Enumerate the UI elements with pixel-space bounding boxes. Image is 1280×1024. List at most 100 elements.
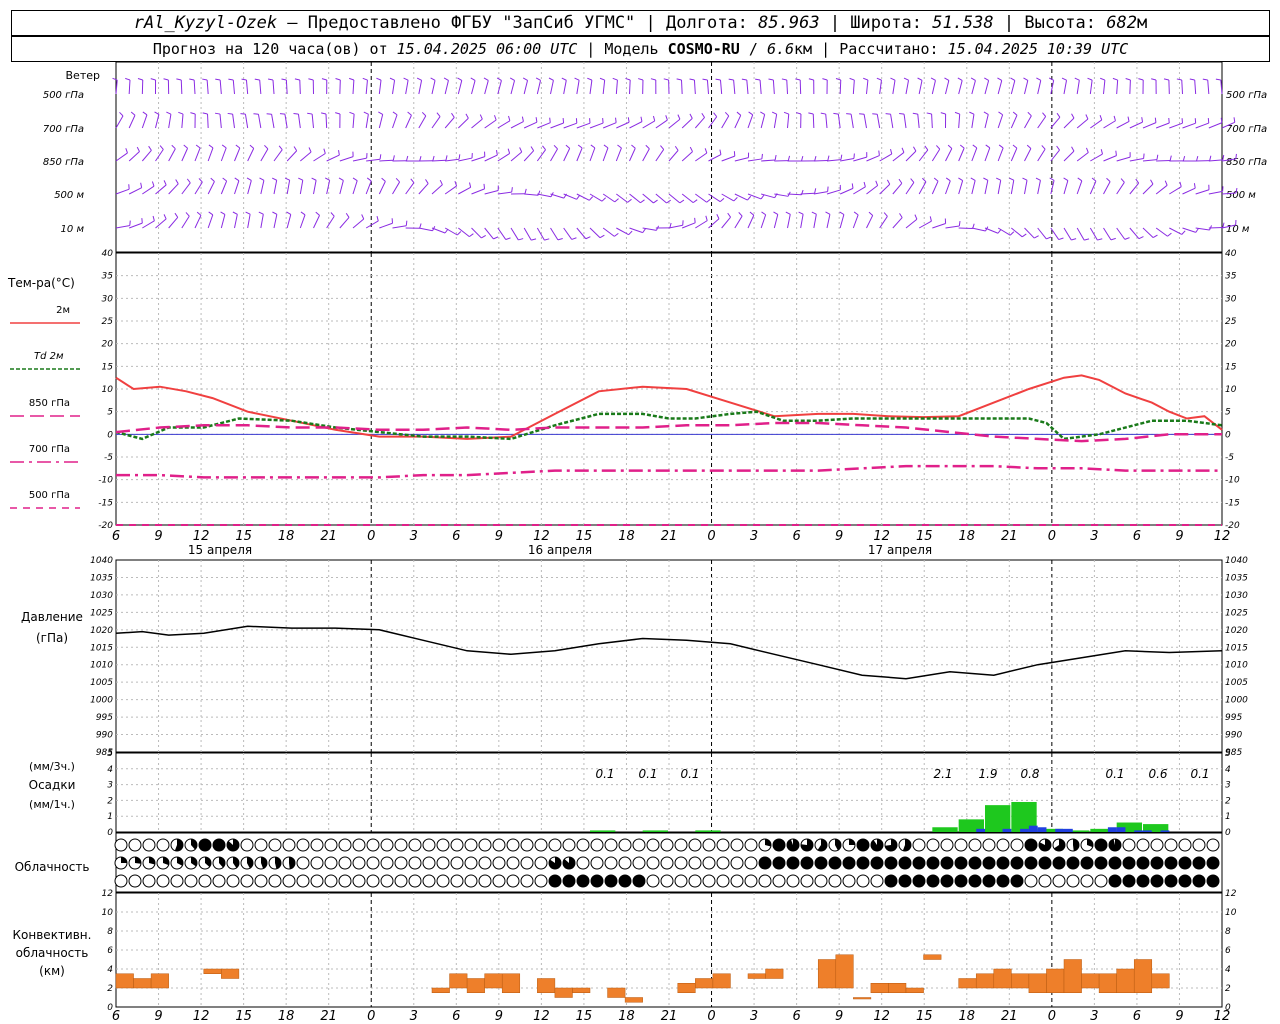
cloud-symbol [254,874,268,888]
cloud-symbol [282,838,296,852]
cloud-symbol [338,874,352,888]
wind-barb-flag [361,214,365,220]
wind-barb-shaft [1076,180,1083,195]
wind-barb-shaft [484,119,497,129]
wind-barbs [112,77,1238,241]
cloud-symbol-fill [913,875,925,887]
wind-barb-flag [1036,77,1042,81]
cloud-symbol-fill [591,875,603,887]
wind-barb-shaft [497,227,507,240]
temperature-xtick: 9 [495,529,503,544]
precip-bar [1037,827,1047,832]
wind-barb-flag [1071,113,1075,119]
cloud-symbol [478,838,492,852]
precip-ytick-right: 3 [1225,781,1231,791]
wind-barb-shaft [311,114,314,129]
convective-title-line: облачность [16,946,89,960]
wind-barb-shaft [300,151,312,162]
wind-barb-flag [1058,237,1064,241]
wind-barb-shaft [879,216,888,229]
precip-bar [932,827,958,832]
wind-barb-shaft [866,155,880,162]
temperature-xtick: 6 [112,529,120,544]
cloud-symbol-fill [619,875,631,887]
pressure-ytick-right: 1025 [1225,608,1248,618]
wind-barb-shaft [734,193,748,201]
wind-barb-shaft [220,147,227,162]
wind-barb-flag [612,77,618,81]
precip-bar [1160,830,1170,832]
convective-bar [1063,959,1082,993]
wind-barb-flag [524,188,527,194]
wind-barb-shaft [273,149,283,162]
convective-bar [765,968,784,979]
wind-barb-shaft [563,193,577,200]
wind-barb-shaft [523,150,535,162]
cloud-symbol-fill [1109,857,1121,869]
wind-barb-shaft [379,222,393,229]
wind-barb-flag [366,177,372,182]
temperature-ytick-right: -20 [1225,521,1240,531]
wind-barb-shaft [787,214,791,229]
wind-barb-shaft [207,113,209,129]
wind-barb-shaft [219,80,222,95]
wind-barb-flag [519,147,523,153]
wind-barb-flag [458,154,461,160]
wind-barb-flag [1012,144,1018,149]
wind-barb-flag [1099,115,1103,121]
wind-barb-flag [1085,147,1089,153]
wind-barb-shaft [1116,156,1131,162]
wind-barb-flag [787,155,791,161]
precip-title: Осадки [29,778,76,792]
wind-barb-flag [689,146,693,152]
convective-title-line: Конвективн. [13,928,92,942]
wind-barb-shaft [1220,80,1223,95]
cloud-symbol [730,856,744,870]
wind-barb-flag [227,112,233,115]
convective-ytick-right: 0 [1225,1003,1231,1013]
cloud-symbol-fill [1165,857,1177,869]
wind-barb-shaft [1182,187,1196,195]
convective-bar [747,973,766,979]
wind-barb-shaft [471,118,483,129]
cloud-symbol [814,874,828,888]
wind-barb-flag [198,178,203,183]
temperature-ytick-left: 40 [102,249,114,259]
temperature-ytick-left: -15 [98,498,113,508]
temperature-ytick-right: 0 [1225,430,1231,440]
wind-barb-flag [321,78,327,81]
cloud-symbol-fill [1207,875,1219,887]
wind-barb-shaft [876,114,881,129]
pressure-ytick-right: 1015 [1225,643,1248,653]
wind-barb-flag [389,77,395,81]
temperature-xtick: 12 [533,529,550,544]
wind-barb-flag [1091,177,1097,182]
wind-barb-shaft [352,218,365,229]
wind-barb-shaft [1103,155,1117,162]
wind-barb-flag [914,214,918,220]
cloud-symbol [142,838,156,852]
convective-xtick: 6 [792,1009,800,1024]
cloud-symbol [128,838,142,852]
wind-barb-shaft [181,148,189,162]
wind-barb-shaft [405,182,415,195]
wind-barb-shaft [905,182,915,195]
cloud-symbol [716,838,730,852]
wind-barb-flag [125,77,131,81]
wind-barb-flag [494,115,497,121]
wind-barb-shaft [837,114,841,129]
wind-barb-flag [395,177,400,183]
wind-barb-flag [883,212,888,217]
wind-barb-flag [631,144,636,149]
wind-barb-flag [1021,233,1027,238]
wind-barb-flag [235,144,241,149]
precip-ytick-right: 0 [1225,828,1231,838]
cloud-symbol-fill [871,857,883,869]
wind-barb-shaft [984,114,989,129]
wind-barb-flag [185,212,190,217]
cloud-symbol-fill [899,875,911,887]
wind-barb-shaft [1024,227,1035,239]
cloud-symbol-fill [1137,875,1149,887]
wind-barb-flag [1154,117,1157,123]
wind-barb-flag [175,179,179,185]
